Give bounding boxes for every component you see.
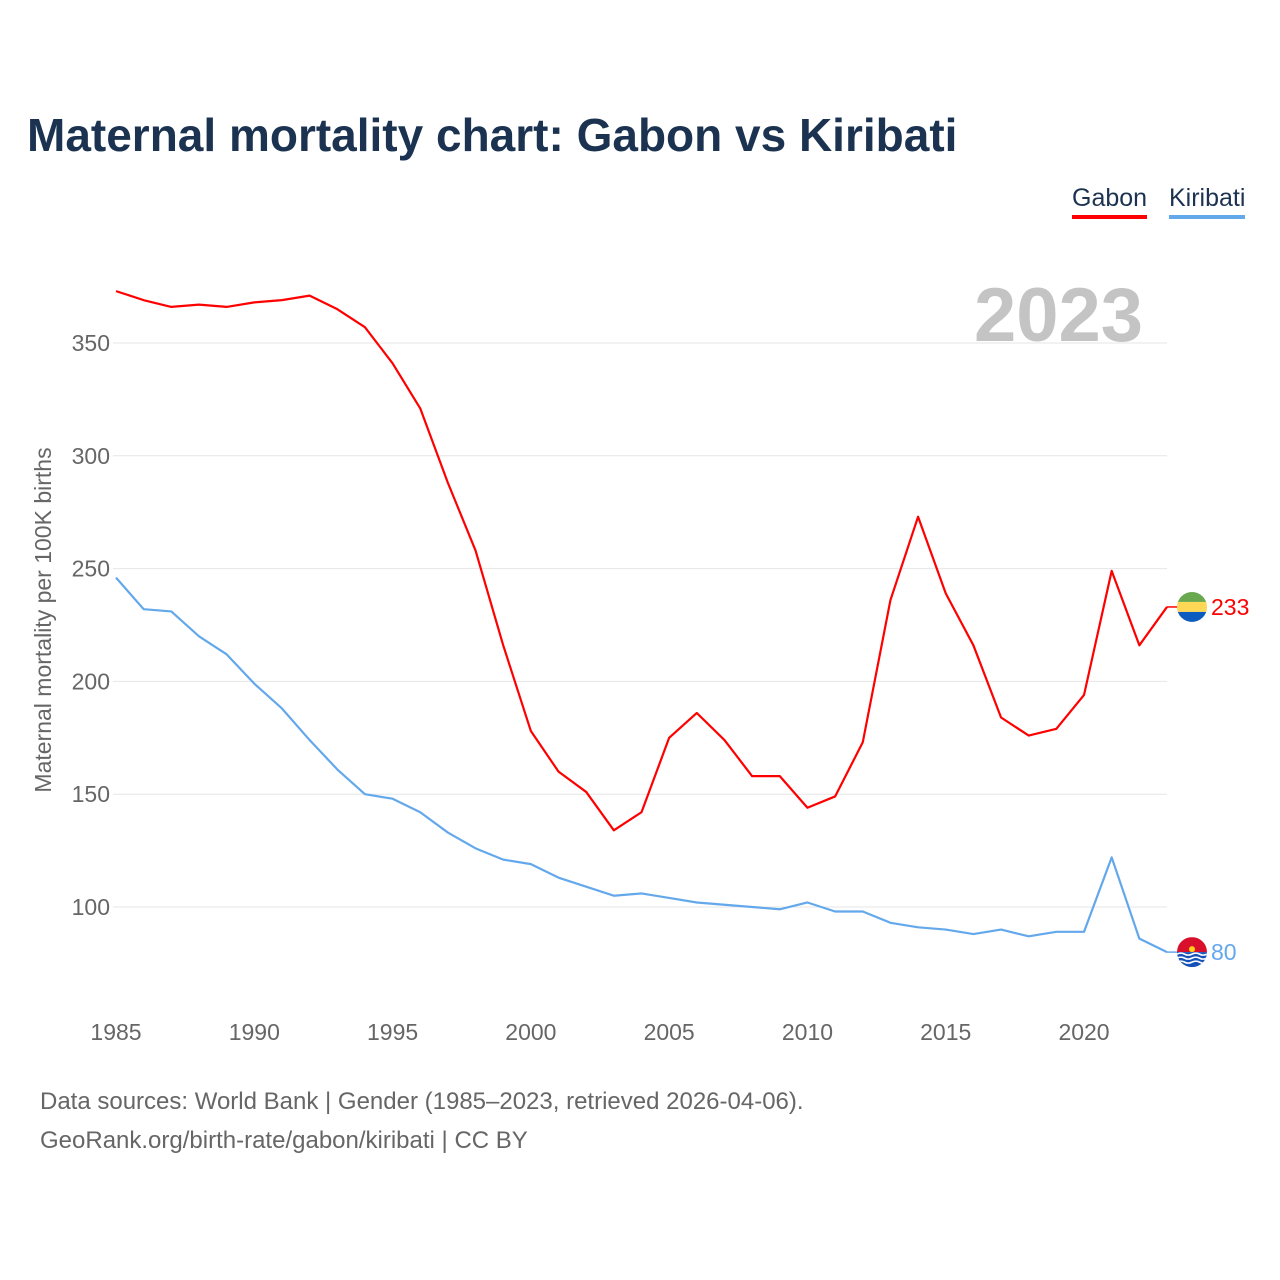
x-tick-label: 2010	[782, 1019, 833, 1045]
footer-sources: Data sources: World Bank | Gender (1985–…	[40, 1088, 804, 1115]
y-tick-label: 350	[72, 330, 110, 356]
series-line-gabon	[115, 290, 1168, 832]
y-tick-label: 100	[72, 894, 110, 920]
legend-kiribati[interactable]: Kiribati	[1169, 184, 1246, 219]
x-tick-label: 1995	[367, 1019, 418, 1045]
flag-gabon-icon	[1177, 591, 1207, 622]
end-value-label-gabon: 233	[1211, 594, 1249, 620]
footer-link[interactable]: GeoRank.org/birth-rate/gabon/kiribati | …	[40, 1127, 528, 1154]
x-tick-label: 1990	[229, 1019, 280, 1045]
x-tick-label: 2005	[644, 1019, 695, 1045]
x-tick-label: 2000	[505, 1019, 556, 1045]
y-tick-label: 150	[72, 781, 110, 807]
x-tick-label: 2020	[1058, 1019, 1109, 1045]
y-axis-label: Maternal mortality per 100K births	[30, 447, 56, 792]
y-tick-label: 250	[72, 556, 110, 582]
end-value-label-kiribati: 80	[1211, 939, 1237, 965]
x-tick-label: 2015	[920, 1019, 971, 1045]
series-line-kiribati	[115, 576, 1168, 954]
y-tick-label: 200	[72, 668, 110, 694]
chart-title: Maternal mortality chart: Gabon vs Kirib…	[27, 109, 958, 161]
x-tick-label: 1985	[90, 1019, 141, 1045]
y-tick-label: 300	[72, 443, 110, 469]
legend-gabon[interactable]: Gabon	[1072, 184, 1148, 219]
year-watermark: 2023	[974, 273, 1144, 358]
flag-kiribati-icon	[1177, 937, 1207, 968]
